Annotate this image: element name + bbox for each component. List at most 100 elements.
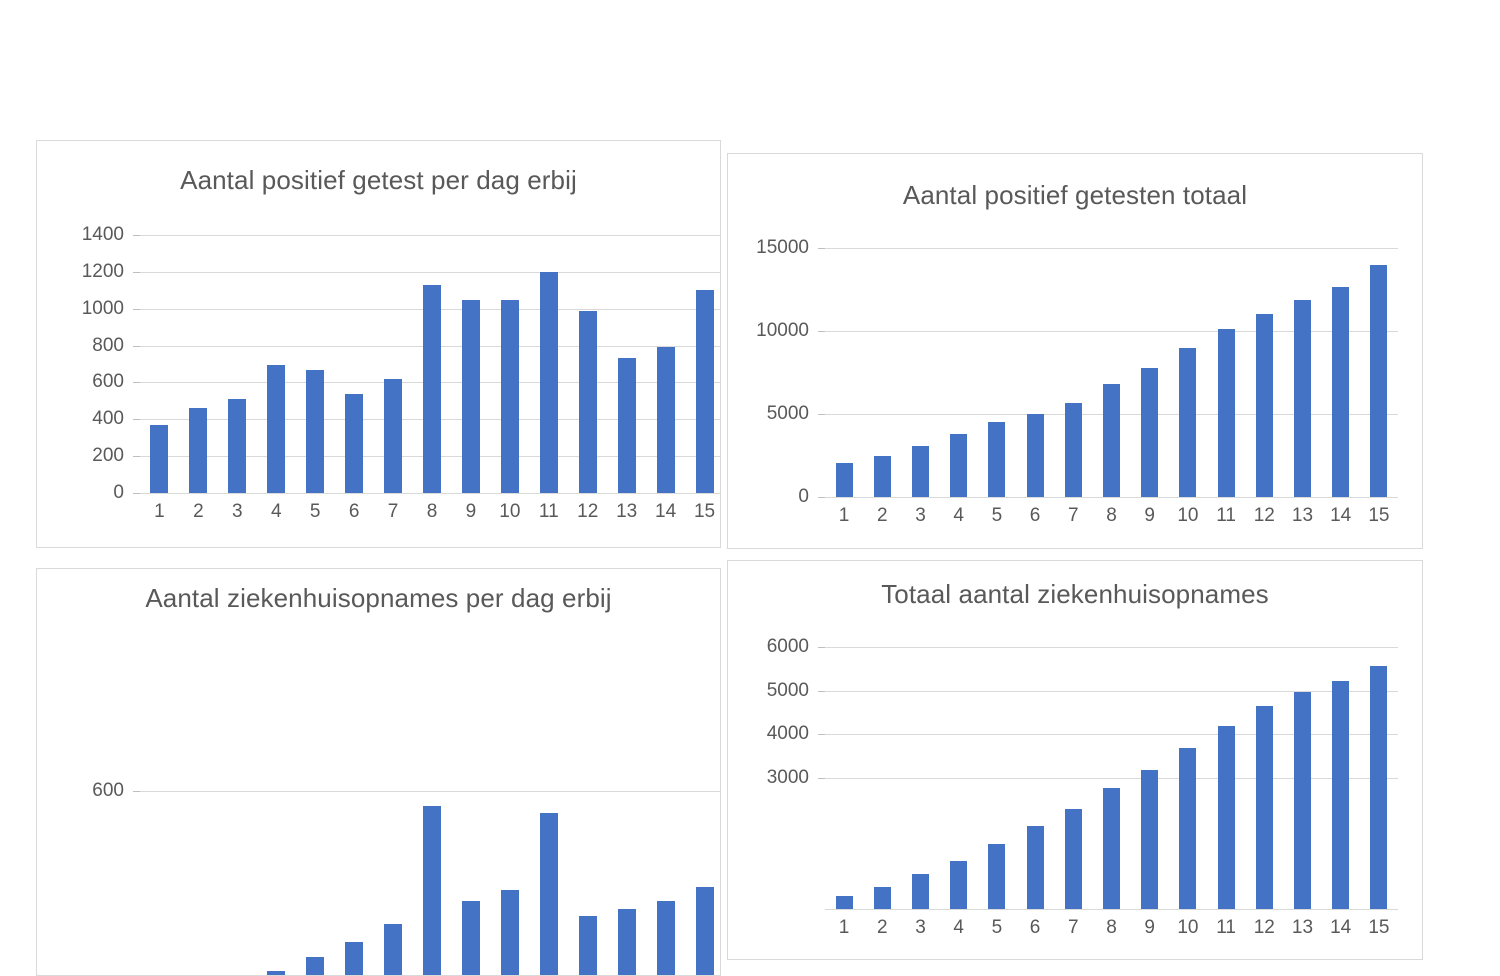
gridline bbox=[825, 778, 1398, 779]
y-axis-tick-label: 1200 bbox=[81, 260, 124, 282]
x-axis-tick-label: 3 bbox=[915, 917, 926, 938]
bar[interactable] bbox=[988, 422, 1006, 497]
chart-panel-positief-totaal[interactable]: Aantal positief getesten totaal 0 5000 100… bbox=[727, 153, 1423, 549]
bar[interactable] bbox=[345, 393, 364, 493]
x-axis-tick-label: 13 bbox=[1291, 917, 1314, 938]
bar[interactable] bbox=[1179, 348, 1197, 497]
bar[interactable] bbox=[1064, 403, 1082, 497]
bar[interactable] bbox=[950, 433, 968, 497]
bar[interactable] bbox=[384, 378, 403, 493]
bar[interactable] bbox=[578, 916, 597, 975]
bar[interactable] bbox=[695, 886, 714, 975]
x-axis-line bbox=[825, 909, 1398, 910]
y-axis-tick bbox=[133, 419, 140, 421]
bar[interactable] bbox=[1294, 691, 1311, 909]
bar[interactable] bbox=[873, 455, 891, 497]
y-axis-tick-label: 4000 bbox=[766, 723, 809, 745]
y-axis-tick bbox=[818, 778, 825, 779]
bar[interactable] bbox=[912, 446, 929, 497]
bar[interactable] bbox=[656, 346, 675, 493]
bar[interactable] bbox=[1370, 666, 1388, 909]
bar[interactable] bbox=[345, 941, 364, 975]
bar[interactable] bbox=[1255, 313, 1273, 497]
bar[interactable] bbox=[423, 284, 441, 493]
gridline bbox=[140, 235, 720, 236]
bar[interactable] bbox=[656, 901, 675, 975]
x-axis-tick-label: 5 bbox=[309, 501, 321, 522]
bar[interactable] bbox=[1332, 680, 1350, 909]
bar[interactable] bbox=[873, 887, 891, 909]
bar[interactable] bbox=[695, 290, 714, 493]
bar[interactable] bbox=[267, 971, 286, 975]
x-axis-tick-label: 8 bbox=[1106, 917, 1117, 938]
bar[interactable] bbox=[500, 890, 519, 975]
bar[interactable] bbox=[1141, 367, 1159, 497]
bar[interactable] bbox=[1370, 265, 1388, 497]
bar[interactable] bbox=[1103, 384, 1120, 497]
bar[interactable] bbox=[1064, 808, 1082, 909]
x-axis-tick-label: 2 bbox=[876, 917, 888, 938]
bar[interactable] bbox=[1217, 328, 1235, 497]
bar[interactable] bbox=[1103, 787, 1120, 909]
y-axis-tick-label: 1000 bbox=[81, 297, 124, 319]
y-axis-tick bbox=[818, 734, 825, 736]
bar[interactable] bbox=[1332, 287, 1350, 497]
bar[interactable] bbox=[988, 843, 1006, 909]
x-axis-tick-label: 9 bbox=[465, 501, 477, 522]
bar[interactable] bbox=[384, 923, 403, 975]
bar[interactable] bbox=[1179, 748, 1197, 909]
x-axis-tick-label: 6 bbox=[348, 501, 360, 522]
bar[interactable] bbox=[228, 399, 247, 493]
x-axis-tick-label: 1 bbox=[838, 505, 850, 526]
plot-area-positief-per-dag: 0 200 400 600 800 1000 1200 1400 1 2 3 4 5 6 7 8 9 10 11 12… bbox=[82, 224, 720, 522]
x-axis-tick-label: 2 bbox=[876, 505, 888, 526]
bar[interactable] bbox=[1255, 706, 1273, 909]
y-axis-tick bbox=[133, 308, 140, 310]
bar[interactable] bbox=[1026, 826, 1044, 909]
x-axis-tick-label: 3 bbox=[915, 505, 926, 526]
bar[interactable] bbox=[539, 812, 558, 975]
bar[interactable] bbox=[306, 956, 325, 975]
bar[interactable] bbox=[835, 895, 853, 909]
bar[interactable] bbox=[617, 908, 636, 975]
bar[interactable] bbox=[461, 300, 480, 493]
bar[interactable] bbox=[578, 310, 597, 493]
x-axis-tick-label: 12 bbox=[1253, 505, 1275, 526]
chart-title: Aantal positief getest per dag erbij bbox=[180, 165, 577, 195]
plot-area-ziekenhuisopnames-per-dag: 600123456789101112131415 bbox=[92, 754, 720, 975]
bar[interactable] bbox=[1294, 300, 1311, 497]
y-axis-tick-label: 6000 bbox=[766, 636, 809, 657]
x-axis-tick-label: 10 bbox=[1177, 917, 1199, 938]
chart-panel-ziekenhuisopnames-per-dag[interactable]: Aantal ziekenhuisopnames per dag erbij 6… bbox=[36, 568, 721, 976]
y-axis-tick bbox=[818, 690, 825, 692]
y-axis-tick-label: 1400 bbox=[81, 224, 124, 245]
bar[interactable] bbox=[267, 364, 286, 493]
bar[interactable] bbox=[912, 874, 929, 909]
y-axis-tick-label: 600 bbox=[92, 371, 124, 393]
bar[interactable] bbox=[950, 860, 968, 909]
y-axis-tick-label: 3000 bbox=[766, 767, 809, 788]
y-axis-tick-label: 600 bbox=[92, 779, 124, 801]
chart-panel-ziekenhuisopnames-totaal[interactable]: Totaal aantal ziekenhuisopnames 3000 4000… bbox=[727, 560, 1423, 960]
bar[interactable] bbox=[1026, 414, 1044, 497]
bar[interactable] bbox=[423, 805, 441, 975]
bar[interactable] bbox=[1217, 725, 1235, 909]
bar[interactable] bbox=[189, 408, 208, 493]
bar[interactable] bbox=[500, 299, 519, 493]
bar[interactable] bbox=[539, 271, 558, 493]
chart-panel-positief-per-dag[interactable]: Aantal positief getest per dag erbij 0 20… bbox=[36, 140, 721, 548]
x-axis-tick-label: 4 bbox=[953, 505, 964, 526]
x-axis-tick-label: 5 bbox=[991, 917, 1003, 938]
bar[interactable] bbox=[835, 462, 853, 497]
bar[interactable] bbox=[617, 357, 636, 493]
bar[interactable] bbox=[461, 901, 480, 975]
x-axis-tick-label: 13 bbox=[1291, 505, 1314, 526]
x-axis-tick-label: 6 bbox=[1029, 505, 1041, 526]
x-axis-tick-label: 9 bbox=[1144, 505, 1155, 526]
x-axis-tick-label: 4 bbox=[270, 501, 282, 522]
y-axis-tick-label: 0 bbox=[113, 482, 124, 503]
bar[interactable] bbox=[150, 424, 169, 493]
bar[interactable] bbox=[1141, 770, 1159, 909]
x-axis-tick-label: 7 bbox=[1067, 917, 1079, 938]
bar[interactable] bbox=[306, 370, 325, 493]
